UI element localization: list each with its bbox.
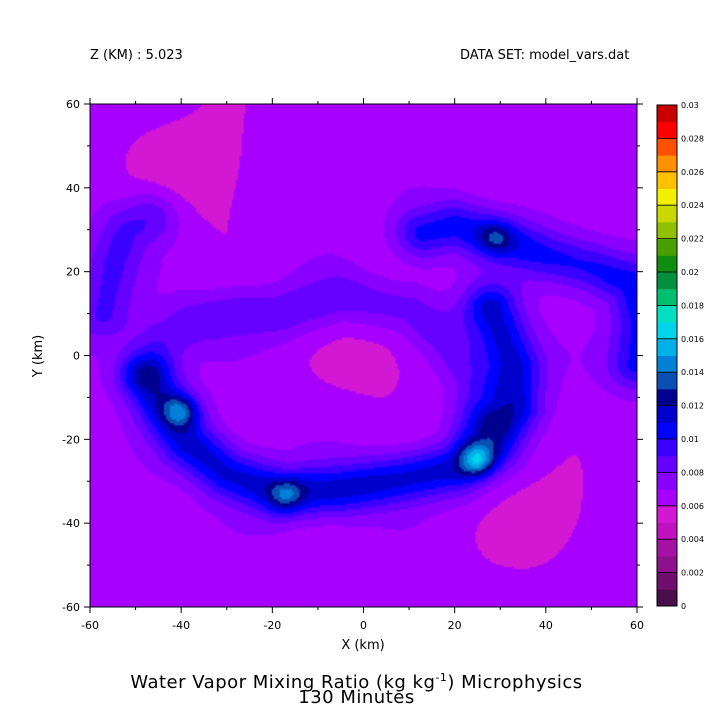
colorbar-swatch <box>657 372 677 390</box>
colorbar: 0 0.002 0.004 0.006 0.008 0.01 0.012 0.014 0.016… <box>656 101 704 611</box>
x-tick-label: -60 <box>81 619 99 632</box>
colorbar-swatch <box>657 221 677 240</box>
y-tick-label: -60 <box>62 601 80 614</box>
title-superscript: -1 <box>435 671 448 684</box>
mixing-ratio-field <box>90 104 637 607</box>
colorbar-tick-label: 0.008 <box>681 468 704 477</box>
colorbar-tick-label: 0.016 <box>681 335 704 344</box>
colorbar-swatch <box>657 589 677 607</box>
x-tick-label: -20 <box>263 619 281 632</box>
colorbar-swatch <box>657 322 677 340</box>
colorbar-swatch <box>657 439 677 457</box>
y-axis-label: Y (km) <box>31 335 46 378</box>
chart-subtitle: 130 Minutes <box>298 687 415 708</box>
colorbar-tick-label: 0.012 <box>681 402 704 411</box>
colorbar-swatch <box>657 405 677 423</box>
colorbar-swatch <box>657 539 677 557</box>
colorbar-swatch <box>657 505 677 523</box>
x-tick-label: 40 <box>539 619 553 632</box>
x-tick-label: 60 <box>630 619 644 632</box>
title-rest: ) Microphysics <box>447 672 583 693</box>
x-axis-label: X (km) <box>341 638 384 653</box>
colorbar-tick-label: 0.01 <box>681 435 699 444</box>
y-tick-label: -20 <box>62 433 80 446</box>
colorbar-swatch <box>657 188 677 206</box>
colorbar-swatch <box>657 288 677 306</box>
colorbar-tick-label: 0 <box>681 602 686 611</box>
colorbar-tick-label: 0.028 <box>681 134 704 143</box>
colorbar-tick-label: 0.02 <box>681 268 699 277</box>
colorbar-tick-label: 0.022 <box>681 235 704 244</box>
x-tick-label: 20 <box>448 619 462 632</box>
y-tick-label: 60 <box>66 98 80 111</box>
colorbar-swatch <box>657 355 677 373</box>
x-tick-label: 0 <box>360 619 367 632</box>
colorbar-swatch <box>657 121 677 139</box>
colorbar-swatch <box>657 455 677 473</box>
y-tick-label: 20 <box>66 266 80 279</box>
z-level-label: Z (KM) : 5.023 <box>90 48 183 63</box>
dataset-label: DATA SET: model_vars.dat <box>460 48 630 63</box>
y-tick-label: 0 <box>73 350 80 363</box>
colorbar-swatch <box>657 255 677 273</box>
colorbar-swatch <box>657 171 677 189</box>
colorbar-swatch <box>657 155 677 173</box>
colorbar-tick-label: 0.014 <box>681 368 704 377</box>
colorbar-tick-label: 0.026 <box>681 168 704 177</box>
x-tick-label: -40 <box>172 619 190 632</box>
plot-axes: -60 -40 -20 0 20 40 60 -60 -40 -20 0 20 40 60 <box>62 98 644 632</box>
colorbar-swatch <box>657 522 677 540</box>
colorbar-swatch <box>657 105 677 123</box>
colorbar-swatch <box>657 338 677 356</box>
title-main: Water Vapor Mixing Ratio (kg kg <box>130 672 436 693</box>
colorbar-tick-label: 0.004 <box>681 535 704 544</box>
colorbar-swatch <box>657 272 677 290</box>
colorbar-swatch <box>657 238 677 256</box>
colorbar-swatch <box>657 388 677 407</box>
colorbar-swatch <box>657 572 677 590</box>
colorbar-swatch <box>657 489 677 507</box>
colorbar-tick-label: 0.002 <box>681 569 704 578</box>
colorbar-swatch <box>657 472 677 490</box>
chart-title: Water Vapor Mixing Ratio (kg kg-1) Micro… <box>0 669 713 692</box>
y-tick-label: -40 <box>62 517 80 530</box>
colorbar-swatch <box>657 555 677 574</box>
colorbar-tick-label: 0.006 <box>681 502 704 511</box>
colorbar-swatch <box>657 205 677 223</box>
colorbar-swatch <box>657 138 677 156</box>
colorbar-swatch <box>657 305 677 323</box>
y-tick-label: 40 <box>66 182 80 195</box>
colorbar-tick-label: 0.03 <box>681 101 699 110</box>
colorbar-swatch <box>657 422 677 440</box>
colorbar-tick-label: 0.024 <box>681 201 704 210</box>
colorbar-tick-label: 0.018 <box>681 301 704 310</box>
